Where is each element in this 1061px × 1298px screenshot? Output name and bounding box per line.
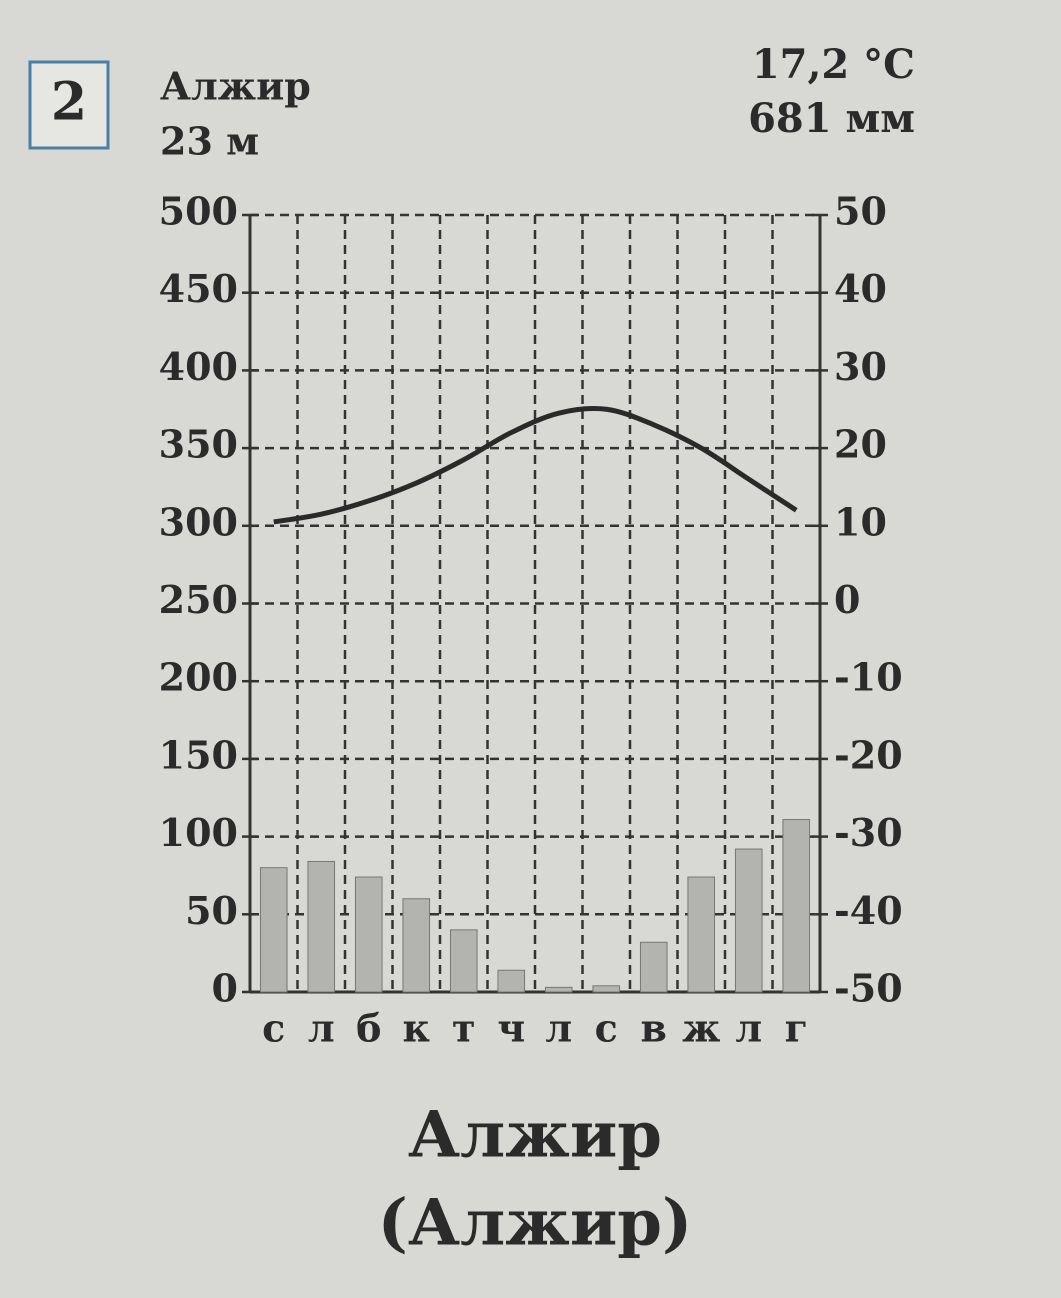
precipitation-bar (592, 985, 621, 993)
y-tick-label: 500 (159, 189, 238, 234)
precipitation-bar (497, 969, 526, 993)
y-tick-label: 250 (159, 577, 238, 622)
y2-tick-label: 40 (834, 266, 887, 311)
annual-precipitation: 681 мм (748, 95, 915, 142)
y2-tick-label: 20 (834, 422, 887, 467)
y-tick-label: 100 (159, 810, 238, 855)
number: 2 (51, 72, 87, 133)
y-tick-label: 200 (159, 655, 238, 700)
y-tick-label: 400 (159, 344, 238, 389)
precipitation-bar (639, 941, 668, 993)
y2-tick-label: -20 (834, 732, 903, 777)
y-tick-label: 150 (159, 732, 238, 777)
y-tick-label: 350 (159, 422, 238, 467)
precipitation-bar (782, 819, 811, 993)
x-tick-label: г (785, 1006, 808, 1051)
temperature-line (273, 405, 798, 525)
chart-title: Алжир (408, 1098, 662, 1173)
y2-tick-label: -30 (834, 810, 903, 855)
x-tick-label: л (545, 1006, 572, 1051)
y-tick-label: 450 (159, 266, 238, 311)
precipitation-bar (402, 898, 431, 993)
number-box (28, 60, 110, 150)
precipitation-bar (354, 876, 383, 993)
precipitation-bar (259, 867, 288, 993)
precipitation-bar (687, 876, 716, 993)
mean-temperature: 17,2 °C (752, 41, 915, 88)
y2-tick-label: -50 (834, 966, 903, 1011)
precipitation-bar (307, 860, 336, 993)
y-tick-label: 50 (185, 888, 238, 933)
y-tick-label: 0 (212, 966, 238, 1011)
y2-tick-label: -10 (834, 655, 903, 700)
precipitation-bar (734, 848, 763, 993)
x-tick-label: с (262, 1006, 285, 1051)
y2-tick-label: 50 (834, 189, 887, 234)
y2-tick-label: 10 (834, 499, 887, 544)
x-tick-label: ж (682, 1006, 720, 1051)
x-tick-label: б (356, 1006, 381, 1051)
x-tick-label: л (735, 1006, 762, 1051)
y2-tick-label: 0 (834, 577, 860, 622)
x-tick-label: с (595, 1006, 618, 1051)
y2-tick-label: 30 (834, 344, 887, 389)
elevation: 23 м (160, 119, 259, 164)
chart-subtitle: (Алжир) (378, 1186, 693, 1261)
y2-tick-label: -40 (834, 888, 903, 933)
station-name: Алжир (160, 64, 311, 109)
x-tick-label: к (403, 1006, 430, 1051)
x-tick-label: т (452, 1006, 476, 1051)
x-tick-label: л (308, 1006, 335, 1051)
x-tick-label: ч (497, 1006, 525, 1051)
x-tick-label: в (641, 1006, 667, 1051)
precipitation-bar (449, 929, 478, 993)
y-tick-label: 300 (159, 499, 238, 544)
precipitation-bar (544, 986, 573, 993)
